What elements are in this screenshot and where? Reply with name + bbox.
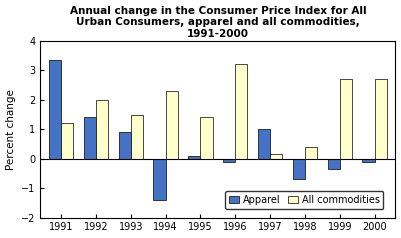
Bar (188, 156, 200, 159)
Y-axis label: Percent change: Percent change (6, 89, 16, 170)
Bar (235, 64, 247, 159)
Bar (305, 147, 317, 159)
Bar (328, 159, 340, 169)
Bar (166, 91, 178, 159)
Bar (96, 100, 108, 159)
Bar (270, 154, 282, 159)
Bar (84, 118, 96, 159)
Bar (154, 159, 166, 200)
Bar (61, 123, 73, 159)
Bar (200, 118, 213, 159)
Bar (131, 114, 143, 159)
Bar (375, 79, 387, 159)
Bar (223, 159, 235, 162)
Legend: Apparel, All commodities: Apparel, All commodities (225, 191, 383, 209)
Bar (258, 129, 270, 159)
Bar (49, 60, 61, 159)
Bar (119, 132, 131, 159)
Bar (340, 79, 352, 159)
Bar (363, 159, 375, 162)
Bar (293, 159, 305, 179)
Title: Annual change in the Consumer Price Index for All
Urban Consumers, apparel and a: Annual change in the Consumer Price Inde… (70, 5, 366, 39)
